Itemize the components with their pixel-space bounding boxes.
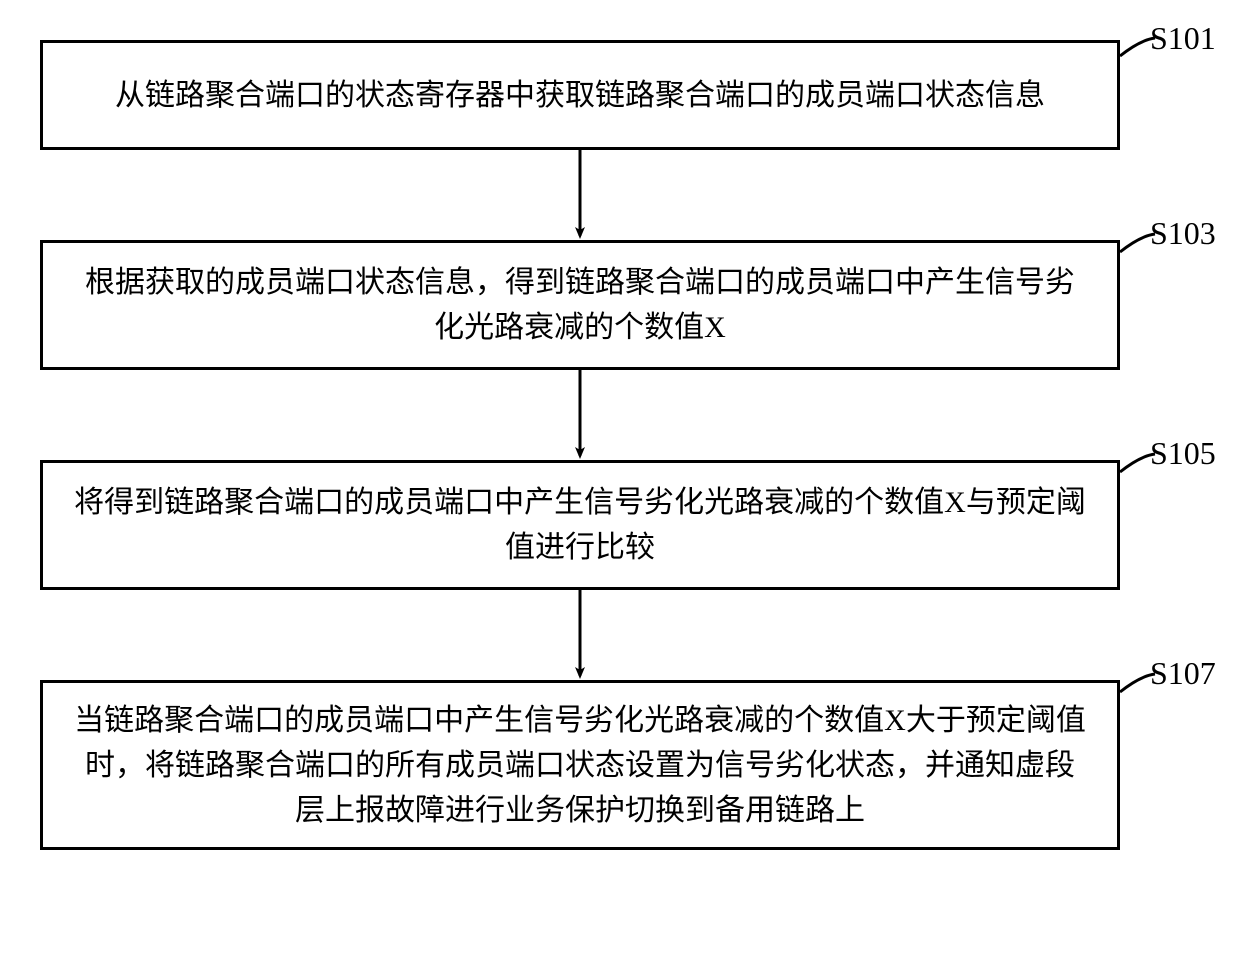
flow-step-label-s107: S107: [1150, 655, 1216, 692]
flow-step-text: 从链路聚合端口的状态寄存器中获取链路聚合端口的成员端口状态信息: [115, 73, 1045, 118]
flow-step-text: 当链路聚合端口的成员端口中产生信号劣化光路衰减的个数值X大于预定阈值时，将链路聚…: [73, 698, 1087, 833]
flow-step-s103: 根据获取的成员端口状态信息，得到链路聚合端口的成员端口中产生信号劣化光路衰减的个…: [40, 240, 1120, 370]
flow-step-label-s105: S105: [1150, 435, 1216, 472]
flow-step-s107: 当链路聚合端口的成员端口中产生信号劣化光路衰减的个数值X大于预定阈值时，将链路聚…: [40, 680, 1120, 850]
flow-step-s101: 从链路聚合端口的状态寄存器中获取链路聚合端口的成员端口状态信息: [40, 40, 1120, 150]
flowchart-canvas: 从链路聚合端口的状态寄存器中获取链路聚合端口的成员端口状态信息 S101 根据获…: [0, 0, 1240, 971]
flow-step-text: 将得到链路聚合端口的成员端口中产生信号劣化光路衰减的个数值X与预定阈值进行比较: [73, 480, 1087, 570]
flow-step-s105: 将得到链路聚合端口的成员端口中产生信号劣化光路衰减的个数值X与预定阈值进行比较: [40, 460, 1120, 590]
flow-step-text: 根据获取的成员端口状态信息，得到链路聚合端口的成员端口中产生信号劣化光路衰减的个…: [73, 260, 1087, 350]
flow-step-label-s103: S103: [1150, 215, 1216, 252]
flow-step-label-s101: S101: [1150, 20, 1216, 57]
